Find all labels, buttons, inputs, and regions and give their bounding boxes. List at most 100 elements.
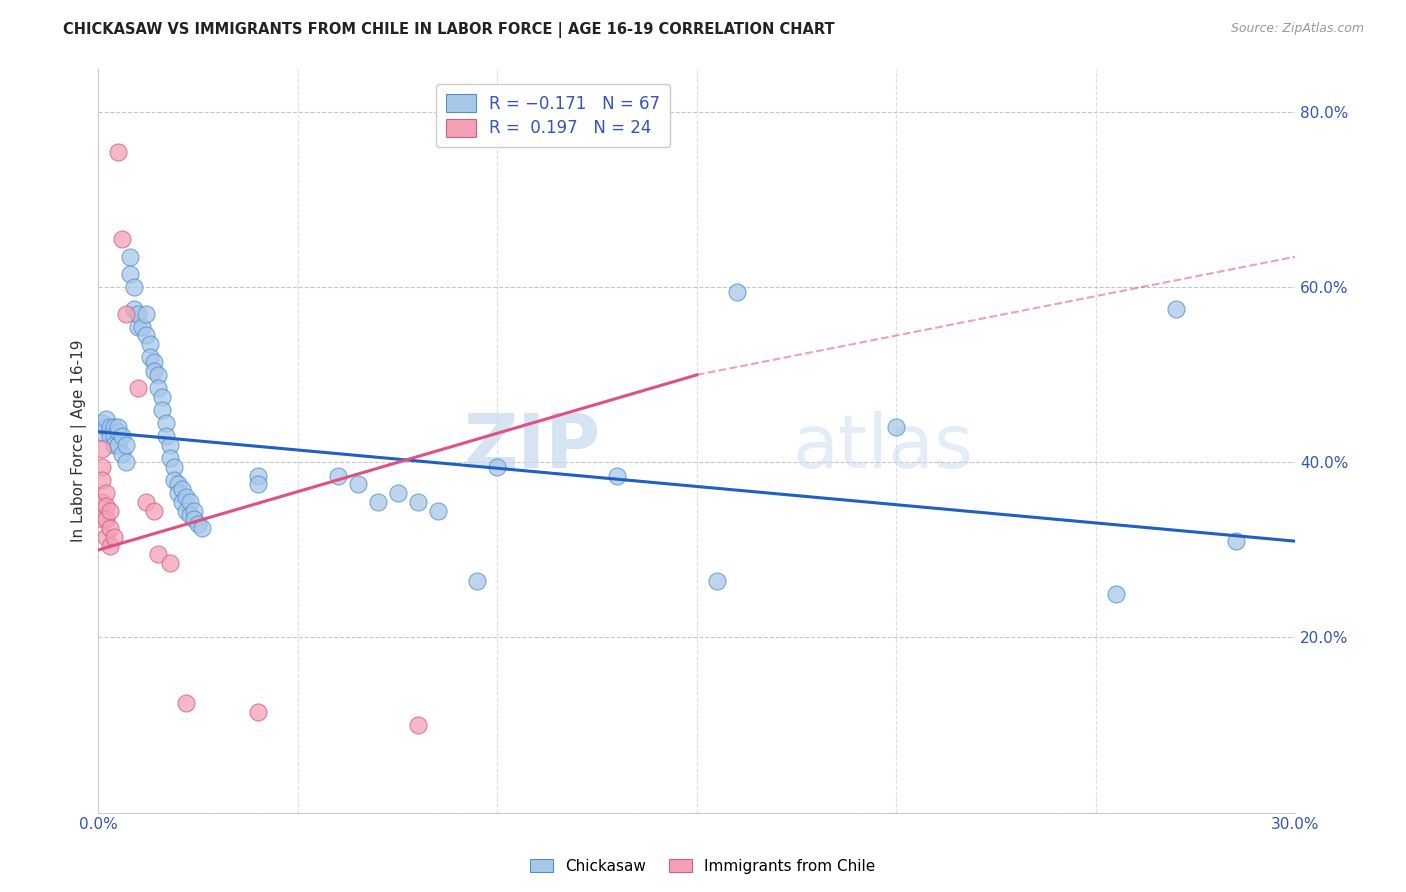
Point: [725, 285, 748, 299]
Point: [172, 482, 194, 496]
Point: [406, 495, 429, 509]
Point: [91, 459, 114, 474]
Point: [606, 468, 628, 483]
Text: CHICKASAW VS IMMIGRANTS FROM CHILE IN LABOR FORCE | AGE 16-19 CORRELATION CHART: CHICKASAW VS IMMIGRANTS FROM CHILE IN LA…: [63, 22, 835, 38]
Point: [135, 328, 157, 343]
Point: [172, 495, 194, 509]
Point: [1225, 534, 1247, 549]
Point: [115, 455, 138, 469]
Point: [406, 718, 429, 732]
Point: [486, 459, 509, 474]
Point: [98, 425, 121, 439]
Point: [174, 503, 197, 517]
Point: [179, 508, 201, 522]
Point: [96, 499, 118, 513]
Point: [107, 425, 129, 439]
Point: [148, 547, 170, 561]
Point: [163, 473, 186, 487]
Legend: R = −0.171   N = 67, R =  0.197   N = 24: R = −0.171 N = 67, R = 0.197 N = 24: [436, 84, 671, 147]
Point: [246, 705, 269, 719]
Point: [107, 145, 129, 159]
Point: [98, 429, 121, 443]
Point: [155, 416, 177, 430]
Point: [1105, 587, 1128, 601]
Point: [107, 438, 129, 452]
Point: [115, 438, 138, 452]
Point: [96, 411, 118, 425]
Point: [115, 307, 138, 321]
Point: [191, 521, 214, 535]
Point: [98, 420, 121, 434]
Point: [98, 521, 121, 535]
Point: [98, 539, 121, 553]
Point: [91, 495, 114, 509]
Text: atlas: atlas: [793, 411, 974, 484]
Point: [174, 491, 197, 505]
Point: [103, 429, 125, 443]
Point: [127, 307, 149, 321]
Point: [155, 429, 177, 443]
Point: [96, 420, 118, 434]
Point: [96, 530, 118, 544]
Point: [150, 390, 173, 404]
Point: [159, 450, 181, 465]
Point: [187, 516, 209, 531]
Point: [159, 556, 181, 570]
Point: [706, 574, 728, 588]
Point: [148, 368, 170, 382]
Point: [148, 381, 170, 395]
Point: [120, 267, 142, 281]
Point: [103, 438, 125, 452]
Point: [326, 468, 349, 483]
Point: [143, 503, 166, 517]
Y-axis label: In Labor Force | Age 16-19: In Labor Force | Age 16-19: [72, 339, 87, 541]
Point: [167, 486, 190, 500]
Point: [96, 486, 118, 500]
Text: ZIP: ZIP: [464, 411, 602, 484]
Point: [150, 403, 173, 417]
Point: [387, 486, 409, 500]
Point: [127, 319, 149, 334]
Point: [139, 351, 162, 365]
Point: [467, 574, 489, 588]
Point: [179, 495, 201, 509]
Point: [367, 495, 389, 509]
Point: [103, 530, 125, 544]
Point: [159, 438, 181, 452]
Point: [122, 280, 145, 294]
Point: [111, 429, 134, 443]
Point: [127, 381, 149, 395]
Point: [426, 503, 449, 517]
Point: [183, 503, 205, 517]
Point: [174, 696, 197, 710]
Point: [1164, 302, 1187, 317]
Point: [886, 420, 908, 434]
Point: [139, 337, 162, 351]
Point: [143, 363, 166, 377]
Point: [131, 319, 153, 334]
Point: [111, 447, 134, 461]
Point: [96, 512, 118, 526]
Point: [143, 355, 166, 369]
Point: [107, 420, 129, 434]
Point: [103, 420, 125, 434]
Point: [246, 477, 269, 491]
Point: [246, 468, 269, 483]
Point: [346, 477, 368, 491]
Point: [111, 232, 134, 246]
Point: [135, 307, 157, 321]
Point: [183, 512, 205, 526]
Point: [91, 442, 114, 457]
Point: [91, 416, 114, 430]
Point: [91, 425, 114, 439]
Point: [122, 302, 145, 317]
Point: [135, 495, 157, 509]
Point: [91, 473, 114, 487]
Point: [167, 477, 190, 491]
Text: Source: ZipAtlas.com: Source: ZipAtlas.com: [1230, 22, 1364, 36]
Point: [98, 503, 121, 517]
Legend: Chickasaw, Immigrants from Chile: Chickasaw, Immigrants from Chile: [524, 853, 882, 880]
Point: [91, 512, 114, 526]
Point: [120, 250, 142, 264]
Point: [163, 459, 186, 474]
